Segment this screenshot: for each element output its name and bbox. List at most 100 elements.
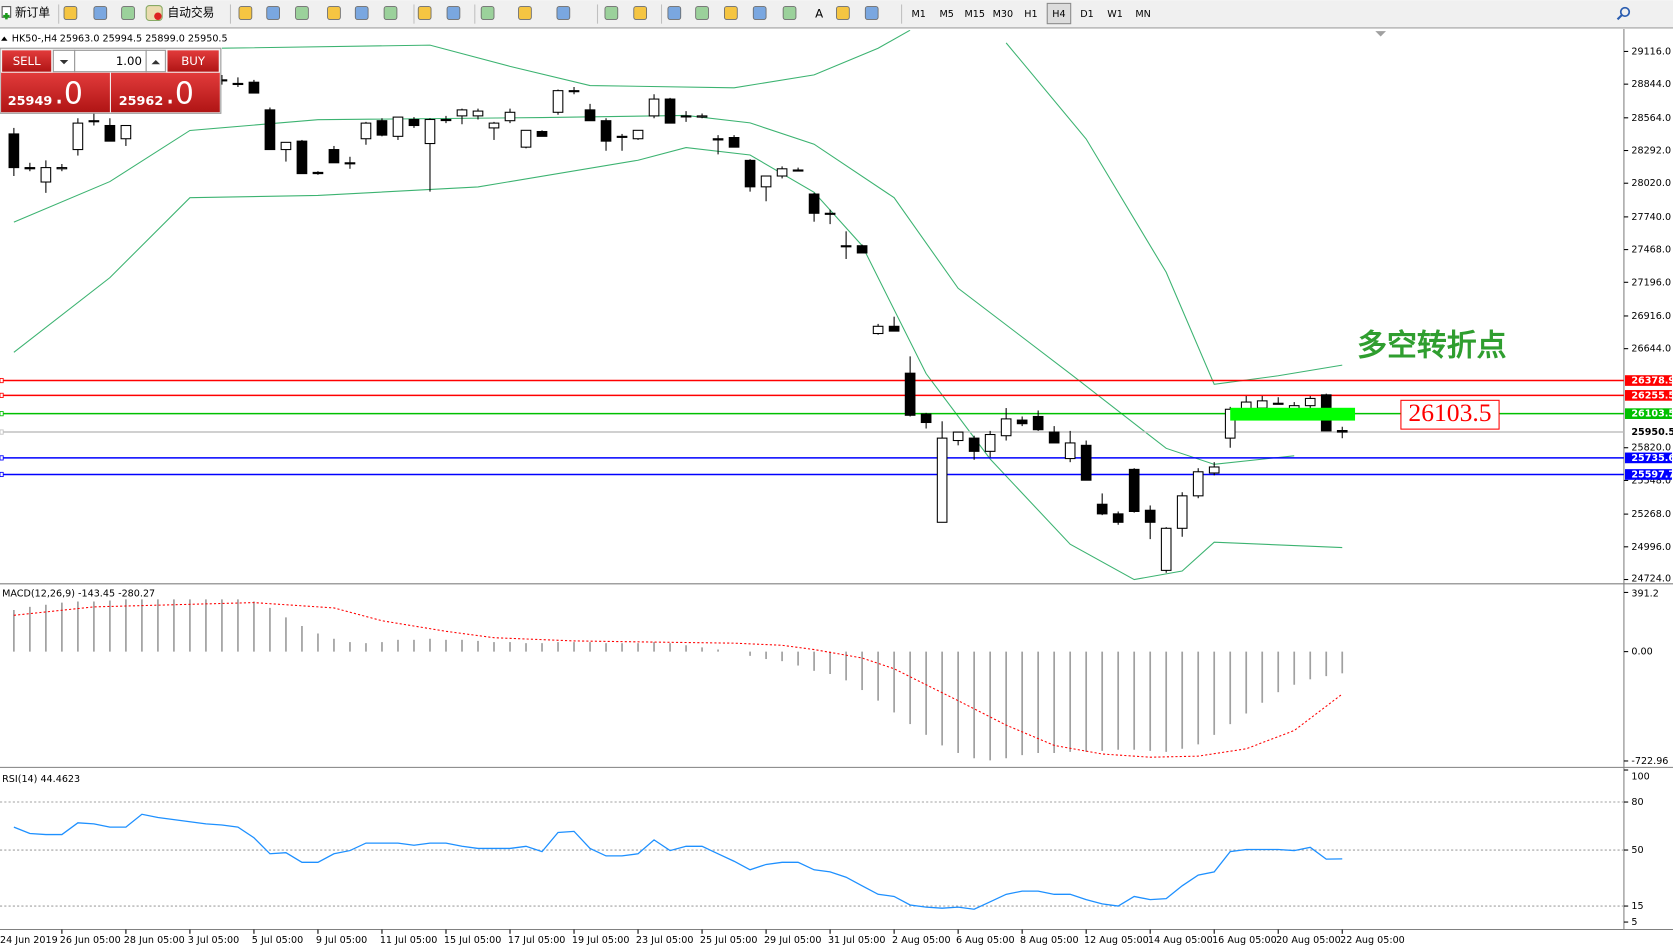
highlight-box[interactable] [1230, 407, 1356, 421]
toolbar-icon[interactable] [417, 6, 432, 20]
symbol-title: HK50-,H4 [12, 34, 58, 45]
timeframe-button[interactable]: H4 [1052, 9, 1065, 20]
toolbar-icon[interactable] [836, 6, 850, 20]
toolbar-icon[interactable] [327, 6, 341, 20]
toolbar-icon[interactable] [667, 6, 682, 20]
ask-box[interactable] [110, 72, 220, 113]
candle-body [1208, 466, 1220, 474]
time-label: 25 Jul 05:00 [700, 935, 758, 946]
toolbar-icon[interactable] [633, 6, 648, 20]
rsi-plot [0, 801, 1624, 910]
price-label-bg [1624, 408, 1672, 419]
candle-body [1128, 468, 1140, 512]
timeframe-button[interactable]: M30 [993, 9, 1014, 20]
candle-body [536, 130, 548, 137]
candle-body [1176, 495, 1188, 529]
bid-box[interactable] [1, 72, 110, 113]
candle-body [280, 141, 292, 151]
price-label-bg [1624, 426, 1672, 438]
candle-body [488, 122, 500, 129]
y-tick-label: -722.96 [1631, 756, 1668, 767]
timeframe-button[interactable]: D1 [1080, 9, 1094, 20]
time-label: 8 Aug 05:00 [1020, 935, 1079, 946]
toolbar-icon[interactable] [266, 6, 280, 20]
y-tick-label: 25268.0 [1631, 509, 1671, 520]
toolbar: 新订单 自动交易 A M1 M5 M15 M30 H1 H4 D1 W1 MN [0, 0, 1673, 29]
candle-body [472, 110, 484, 117]
timeframe-button[interactable]: W1 [1107, 9, 1123, 20]
time-label: 26 Jun 05:00 [60, 935, 121, 946]
y-tick-label: 27196.0 [1631, 277, 1671, 288]
y-tick-label: 29116.0 [1631, 46, 1671, 57]
time-label: 3 Jul 05:00 [188, 935, 239, 946]
toolbar-icon[interactable] [556, 6, 571, 20]
toolbar-icon[interactable] [446, 6, 461, 20]
toolbar-icon[interactable] [354, 6, 369, 20]
ask-fraction: .0 [165, 77, 194, 112]
toolbar-icon[interactable] [752, 6, 767, 20]
toolbar-icon[interactable] [63, 6, 78, 20]
y-tick-label: 24724.0 [1631, 573, 1671, 584]
candle-body [392, 116, 404, 137]
candle-body [1256, 400, 1268, 409]
y-tick-label: 28564.0 [1631, 113, 1671, 124]
toolbar-icon[interactable] [724, 6, 738, 20]
candle-body [1080, 444, 1092, 481]
candle-body [296, 140, 308, 175]
toolbar-icon[interactable] [518, 6, 532, 20]
candle-body [776, 168, 788, 177]
toolbar-icon[interactable] [782, 6, 797, 20]
candle-body [968, 437, 980, 452]
toolbar-icon[interactable] [695, 6, 709, 20]
timeframe-selected [1046, 2, 1072, 25]
lot-value: 1.00 [116, 54, 142, 68]
y-tick-label: 50 [1631, 845, 1643, 856]
price-label: 25597.7 [1631, 469, 1673, 480]
price-line-anchor [0, 392, 4, 398]
candle-body [1304, 397, 1316, 407]
candle-body [1000, 418, 1012, 437]
timeframe-button[interactable]: M1 [911, 9, 925, 20]
toolbar-icon[interactable] [383, 6, 398, 20]
price-label: 26255.5 [1631, 390, 1673, 401]
toolbar-icon[interactable] [864, 6, 879, 20]
candle-body [744, 159, 756, 188]
toolbar-icon[interactable] [480, 6, 495, 20]
candle-body [264, 109, 276, 151]
new-order-button[interactable]: 新订单 [15, 6, 50, 20]
candle-body [632, 129, 644, 140]
candle-body [808, 193, 820, 214]
toolbar-icon[interactable] [93, 6, 108, 20]
price-line-anchor [0, 377, 4, 384]
timeframe-button[interactable]: M15 [965, 9, 986, 20]
toolbar-icon[interactable] [121, 6, 135, 20]
time-label: 15 Jul 05:00 [444, 935, 502, 946]
candle-body [328, 149, 340, 164]
timeframe-button[interactable]: MN [1135, 9, 1150, 20]
toolbar-icon[interactable] [238, 6, 253, 20]
auto-trading-button[interactable]: 自动交易 [168, 6, 215, 20]
time-label: 24 Jun 2019 [0, 935, 58, 946]
y-tick-label: 28020.0 [1631, 178, 1671, 189]
sell-button[interactable] [2, 50, 52, 72]
time-label: 14 Aug 05:00 [1148, 935, 1213, 946]
time-label: 9 Jul 05:00 [316, 935, 367, 946]
candle-body [696, 115, 708, 118]
search-icon[interactable] [1619, 6, 1631, 18]
y-tick-label: 24996.0 [1631, 542, 1671, 553]
timeframe-button[interactable]: M5 [940, 9, 954, 20]
y-tick-label: 28844.0 [1631, 79, 1671, 90]
buy-button[interactable] [167, 50, 219, 72]
toolbar-icon[interactable] [295, 6, 309, 20]
candle-body [1192, 471, 1204, 497]
y-tick-label: 28292.0 [1631, 146, 1671, 157]
candle-body [648, 98, 660, 117]
text-tool[interactable]: A [815, 7, 823, 21]
toolbar-icon[interactable] [604, 6, 619, 20]
candle-body [88, 120, 100, 123]
macd-signal [13, 602, 1343, 758]
candle-body [8, 133, 20, 169]
timeframe-button[interactable]: H1 [1024, 9, 1037, 20]
bollinger-upper [221, 30, 911, 89]
